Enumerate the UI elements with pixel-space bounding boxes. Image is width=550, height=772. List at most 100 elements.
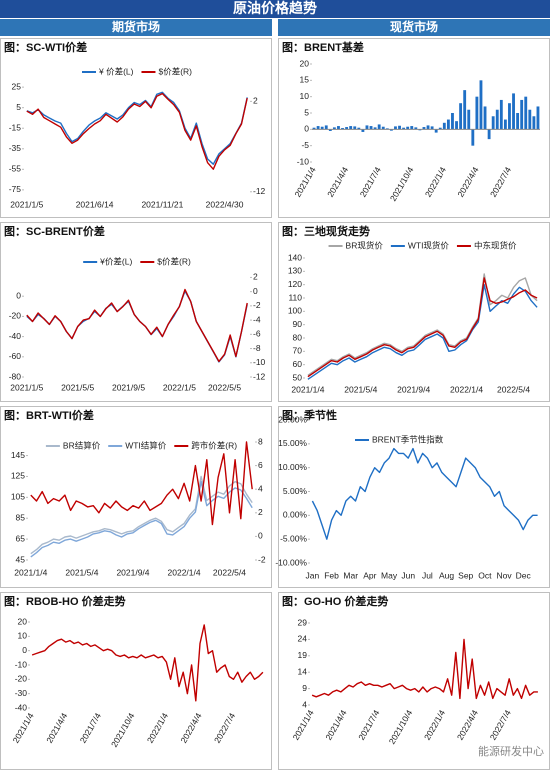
panel	[0, 592, 272, 770]
bar	[434, 129, 438, 133]
y-tick-label: 0	[304, 124, 309, 134]
y-tick-label: 140	[288, 252, 302, 262]
x-tick-label: 2021/4/4	[325, 165, 350, 199]
bar	[438, 127, 442, 130]
bar	[394, 126, 397, 130]
x-tick-label: May	[381, 570, 398, 580]
chart-title: 图：季节性	[282, 408, 337, 422]
x-tick-label: Mar	[343, 570, 358, 580]
panel	[0, 38, 272, 218]
y-tick-label: -20	[9, 311, 22, 321]
series-line	[30, 441, 253, 526]
x-tick-label: 2022/4/4	[455, 708, 480, 742]
bar	[337, 126, 340, 130]
bar	[332, 127, 336, 130]
chart-title: 图：BRT-WTI价差	[4, 408, 94, 422]
page-title: 原油价格趋势	[233, 0, 317, 16]
x-tick-label: 2021/7/4	[78, 711, 103, 745]
x-tick-label: Sep	[458, 570, 473, 580]
y-tick-label: -5.00%	[280, 533, 307, 543]
x-tick-label: 2022/5/5	[208, 382, 241, 392]
x-tick-label: Jan	[306, 570, 320, 580]
y-tick-label: -4	[253, 314, 261, 324]
y-tick-label: 6	[258, 460, 263, 470]
x-tick-label: 2022/1/4	[423, 165, 448, 199]
bar	[536, 106, 540, 130]
x-tick-label: 2022/5/4	[213, 567, 246, 577]
y-tick-label: -60	[9, 351, 22, 361]
bar	[398, 125, 401, 130]
x-tick-label: 2022/1/4	[168, 567, 201, 577]
legend-label: BR结算价	[63, 440, 101, 450]
bar	[451, 113, 454, 130]
x-tick-label: 2021/1/5	[10, 382, 43, 392]
legend: BR结算价 WTI结算价 跨市价差(R)	[45, 440, 237, 450]
x-tick-label: 2022/7/4	[488, 165, 513, 199]
y-tick-label: 15	[300, 75, 310, 85]
section-bar	[278, 19, 550, 36]
bar	[455, 121, 458, 130]
x-tick-label: 2021/11/21	[141, 199, 183, 209]
series-line	[307, 277, 538, 378]
x-tick-label: 2021/6/14	[76, 199, 114, 209]
bar	[524, 96, 528, 130]
x-tick-label: 2021/5/5	[61, 382, 94, 392]
x-tick-label: 2021/10/4	[387, 708, 415, 746]
y-tick-label: -20	[15, 674, 28, 684]
bar	[471, 129, 475, 146]
series-line	[307, 284, 538, 380]
legend-label: BR现货价	[346, 240, 384, 250]
bar	[467, 109, 471, 130]
y-tick-label: -15	[9, 122, 22, 132]
series-line	[307, 273, 538, 376]
y-tick-label: 9	[302, 683, 307, 693]
y-tick-label: 0	[253, 286, 258, 296]
x-tick-label: 2021/4/4	[323, 708, 348, 742]
y-tick-label: -40	[15, 702, 28, 712]
y-tick-label: 85	[16, 512, 26, 522]
y-tick-label: -30	[15, 688, 28, 698]
x-tick-label: 2022/1/4	[145, 711, 170, 745]
chart-title: 图：SC-WTI价差	[4, 40, 87, 54]
x-tick-label: 2021/5/4	[65, 567, 98, 577]
bar	[320, 126, 324, 130]
panel	[0, 222, 272, 402]
legend-label: WTI现货价	[408, 240, 450, 250]
y-tick-label: 10	[300, 91, 310, 101]
bar	[414, 127, 418, 130]
bar	[532, 116, 536, 130]
bar	[487, 129, 491, 140]
bar	[365, 125, 369, 130]
y-tick-label: 100	[288, 306, 302, 316]
y-tick-label: 110	[288, 292, 302, 302]
y-tick-label: 60	[293, 359, 303, 369]
series-line	[26, 290, 248, 363]
bar	[349, 126, 353, 130]
x-tick-label: 2021/1/4	[11, 711, 36, 745]
watermark: 能源研发中心	[478, 744, 544, 758]
x-tick-label: 2022/4/4	[178, 711, 203, 745]
x-tick-label: Dec	[516, 570, 532, 580]
y-tick-label: 70	[293, 346, 303, 356]
y-tick-label: 8	[258, 436, 263, 446]
y-tick-label: 2	[253, 272, 258, 282]
x-tick-label: 2021/7/4	[358, 165, 383, 199]
bar	[512, 93, 515, 130]
y-tick-label: 5	[16, 102, 21, 112]
y-tick-label: 19	[298, 650, 308, 660]
x-tick-label: Aug	[439, 570, 454, 580]
legend: BR现货价 WTI现货价 中东现货价	[328, 240, 517, 250]
y-tick-label: 0	[22, 645, 27, 655]
bar	[406, 126, 410, 130]
bar	[312, 127, 316, 130]
series-line	[26, 92, 248, 170]
bar	[495, 109, 499, 130]
legend-label: ¥价差(L)	[99, 256, 132, 266]
bar	[499, 99, 503, 130]
bar	[410, 126, 414, 130]
bar	[341, 128, 344, 130]
x-tick-label: Apr	[363, 570, 376, 580]
y-tick-label: 5	[304, 107, 309, 117]
y-tick-label: 10.00%	[278, 462, 307, 472]
bar	[377, 124, 381, 130]
